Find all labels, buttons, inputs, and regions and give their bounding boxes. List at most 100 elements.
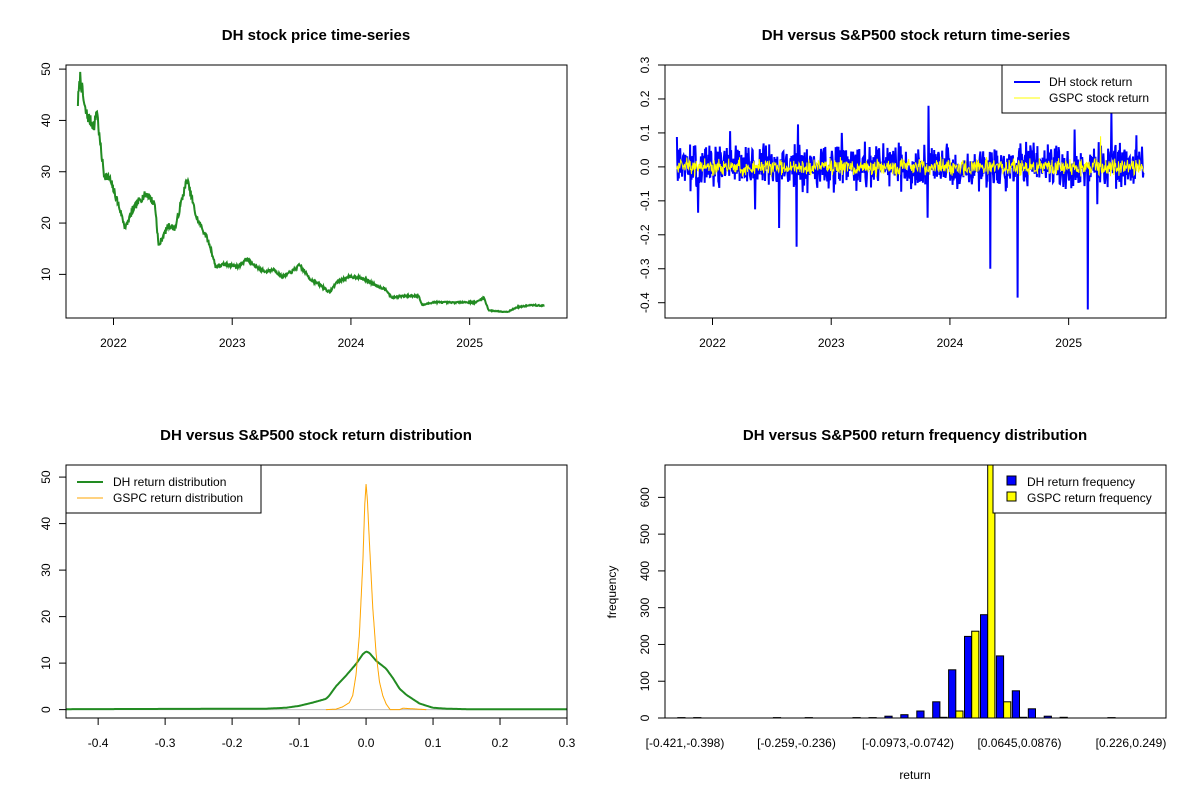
return-y-tick-label: -0.4 — [638, 292, 652, 313]
return-y-tick-label: 0.3 — [638, 56, 652, 73]
density-legend: DH return distribution GSPC return distr… — [65, 464, 262, 514]
legend-label-gspc-frequency: GSPC return frequency — [1027, 491, 1152, 505]
density-y-tick-label: 20 — [39, 610, 53, 624]
legend-swatch-gspc-frequency — [1006, 491, 1017, 502]
dh-frequency-bar — [900, 714, 909, 718]
histogram-plot-frame — [664, 464, 1167, 719]
gspc-frequency-bar — [955, 710, 964, 718]
histogram-x-tick-label: [-0.259,-0.236) — [757, 736, 836, 750]
dh-frequency-bar — [1027, 708, 1037, 718]
price-y-tick-label: 50 — [39, 62, 53, 76]
return-y-tick-label: 0.0 — [638, 158, 652, 175]
return-x-axis: 2022 2023 2024 2025 — [699, 318, 1082, 350]
histogram-y-tick-label: 0 — [638, 714, 652, 721]
price-y-tick-label: 30 — [39, 165, 53, 179]
density-x-tick-label: 0.2 — [492, 736, 509, 750]
density-x-tick-label: 0.3 — [559, 736, 576, 750]
price-x-tick-label: 2024 — [338, 336, 365, 350]
return-x-tick-label: 2024 — [937, 336, 964, 350]
histogram-x-tick-label: [0.226,0.249) — [1096, 736, 1167, 750]
density-y-axis: 0 10 20 30 40 50 — [39, 470, 66, 713]
return-plot-area — [675, 105, 1145, 310]
density-plot-frame — [65, 464, 568, 719]
legend-label-gspc-return: GSPC stock return — [1049, 91, 1149, 105]
histogram-x-axis-label: return — [899, 768, 930, 782]
price-x-axis: 2022 2023 2024 2025 — [100, 318, 483, 350]
density-y-tick-label: 30 — [39, 563, 53, 577]
legend-label-dh-frequency: DH return frequency — [1027, 475, 1135, 489]
density-y-tick-label: 50 — [39, 470, 53, 484]
dh-frequency-bar — [1043, 715, 1052, 718]
dh-frequency-bar — [995, 655, 1005, 718]
dh-frequency-bar — [964, 635, 973, 718]
return-timeseries-title: DH versus S&P500 stock return time-serie… — [762, 27, 1070, 44]
return-density-panel: DH versus S&P500 stock return distributi… — [39, 427, 576, 750]
density-x-tick-label: 0.1 — [425, 736, 442, 750]
histogram-x-tick-label: [-0.0973,-0.0742) — [862, 736, 954, 750]
gspc-frequency-bar — [1003, 701, 1012, 718]
return-y-tick-label: -0.1 — [638, 190, 652, 211]
histogram-legend: DH return frequency GSPC return frequenc… — [992, 464, 1167, 514]
gspc-density-curve — [325, 484, 427, 711]
dh-frequency-bar — [980, 614, 989, 718]
price-series-line — [76, 71, 545, 314]
price-y-tick-label: 20 — [39, 216, 53, 230]
return-y-tick-label: 0.1 — [638, 124, 652, 141]
return-plot-frame — [664, 64, 1167, 319]
histogram-y-axis: 0 100 200 300 400 500 600 — [638, 487, 665, 721]
density-legend-box — [65, 464, 262, 514]
gspc-frequency-bar — [971, 630, 980, 718]
histogram-x-axis: [-0.421,-0.398) [-0.259,-0.236) [-0.0973,-… — [646, 736, 1167, 750]
price-plot-area — [76, 71, 545, 314]
histogram-y-tick-label: 500 — [638, 524, 652, 544]
histogram-x-tick-label: [-0.421,-0.398) — [646, 736, 725, 750]
dh-frequency-bar — [948, 669, 957, 718]
legend-label-dh-density: DH return distribution — [113, 475, 226, 489]
price-y-tick-label: 10 — [39, 267, 53, 281]
density-x-tick-label: -0.2 — [222, 736, 243, 750]
price-y-axis: 10 20 30 40 50 — [39, 62, 66, 281]
price-x-tick-label: 2025 — [456, 336, 483, 350]
return-x-tick-label: 2023 — [818, 336, 845, 350]
dh-density-curve — [66, 650, 567, 711]
histogram-x-tick-label: [0.0645,0.0876) — [977, 736, 1061, 750]
legend-swatch-dh-frequency — [1006, 475, 1017, 486]
density-plot-area — [66, 484, 567, 711]
frequency-histogram-title: DH versus S&P500 return frequency distri… — [743, 427, 1087, 444]
density-x-tick-label: -0.3 — [155, 736, 176, 750]
histogram-y-tick-label: 600 — [638, 487, 652, 507]
histogram-y-tick-label: 100 — [638, 671, 652, 691]
dh-return-series-line — [675, 105, 1145, 310]
return-y-tick-label: -0.2 — [638, 224, 652, 245]
histogram-y-tick-label: 300 — [638, 597, 652, 617]
price-plot-frame — [65, 64, 568, 319]
legend-label-gspc-density: GSPC return distribution — [113, 491, 243, 505]
density-x-tick-label: -0.1 — [289, 736, 310, 750]
dh-frequency-bar — [1011, 690, 1020, 718]
price-chart-panel: DH stock price time-series 2022 2023 2024 2… — [39, 27, 568, 350]
histogram-y-axis-label: frequency — [605, 566, 619, 619]
price-chart-title: DH stock price time-series — [222, 27, 410, 44]
gspc-frequency-bar — [987, 465, 996, 718]
density-x-tick-label: 0.0 — [358, 736, 375, 750]
frequency-histogram-panel: DH versus S&P500 return frequency distri… — [605, 427, 1167, 782]
density-y-tick-label: 0 — [39, 706, 53, 713]
return-legend-box — [1001, 64, 1167, 114]
legend-label-dh-return: DH stock return — [1049, 75, 1132, 89]
return-x-tick-label: 2025 — [1055, 336, 1082, 350]
histogram-y-tick-label: 200 — [638, 634, 652, 654]
return-density-title: DH versus S&P500 stock return distributi… — [160, 427, 472, 444]
histogram-y-tick-label: 400 — [638, 561, 652, 581]
price-x-tick-label: 2023 — [219, 336, 246, 350]
density-y-tick-label: 40 — [39, 517, 53, 531]
dh-frequency-bar — [884, 715, 893, 718]
density-x-tick-label: -0.4 — [88, 736, 109, 750]
return-timeseries-panel: DH versus S&P500 stock return time-serie… — [638, 27, 1167, 350]
return-x-tick-label: 2022 — [699, 336, 726, 350]
density-y-tick-label: 10 — [39, 656, 53, 670]
dh-frequency-bar — [932, 701, 941, 718]
price-x-tick-label: 2022 — [100, 336, 127, 350]
gspc-return-series-line — [676, 136, 1144, 177]
return-y-axis: -0.4 -0.3 -0.2 -0.1 0.0 0.1 0.2 0.3 — [638, 56, 665, 313]
return-legend: DH stock return GSPC stock return — [1001, 64, 1167, 114]
